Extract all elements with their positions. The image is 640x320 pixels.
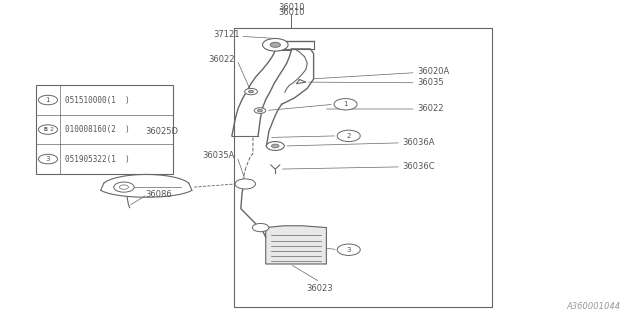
Text: 3: 3: [45, 156, 50, 162]
Text: 36010: 36010: [278, 8, 305, 17]
Text: 37121: 37121: [214, 30, 240, 39]
Circle shape: [120, 185, 129, 189]
Text: 36010: 36010: [278, 3, 305, 12]
Circle shape: [244, 88, 257, 95]
Circle shape: [38, 154, 58, 164]
Text: 36025D: 36025D: [146, 127, 179, 136]
Polygon shape: [266, 226, 326, 264]
Bar: [234, 28, 492, 307]
Circle shape: [262, 38, 288, 51]
Text: 36036C: 36036C: [403, 162, 435, 171]
Text: 010008160(2  ): 010008160(2 ): [65, 125, 130, 134]
Circle shape: [270, 42, 280, 47]
Text: 051510000(1  ): 051510000(1 ): [65, 96, 130, 105]
Circle shape: [114, 182, 134, 192]
Text: 1: 1: [45, 97, 50, 103]
Text: 3: 3: [346, 247, 351, 253]
Text: 36036A: 36036A: [403, 138, 435, 147]
Text: 2: 2: [346, 133, 351, 139]
Text: 36086: 36086: [146, 190, 172, 199]
Circle shape: [252, 223, 269, 232]
Circle shape: [266, 141, 284, 150]
Circle shape: [38, 125, 58, 134]
Text: 36035: 36035: [417, 78, 444, 87]
Text: 36035A: 36035A: [202, 151, 234, 160]
Text: 36022: 36022: [417, 104, 444, 113]
Text: 36020A: 36020A: [417, 68, 449, 76]
Text: B: B: [44, 127, 47, 132]
Text: 36022: 36022: [208, 55, 234, 64]
Circle shape: [334, 99, 357, 110]
Text: 1: 1: [343, 101, 348, 107]
Text: A360001044: A360001044: [566, 302, 620, 311]
Text: 2: 2: [50, 127, 54, 132]
Circle shape: [337, 130, 360, 141]
Circle shape: [271, 144, 279, 148]
Circle shape: [337, 244, 360, 255]
Circle shape: [248, 90, 253, 93]
Circle shape: [257, 109, 262, 112]
Circle shape: [235, 179, 255, 189]
Text: 051905322(1  ): 051905322(1 ): [65, 155, 130, 164]
Bar: [36, 85, 173, 174]
Text: 36023: 36023: [307, 284, 333, 293]
Circle shape: [38, 95, 58, 105]
Circle shape: [254, 108, 266, 113]
